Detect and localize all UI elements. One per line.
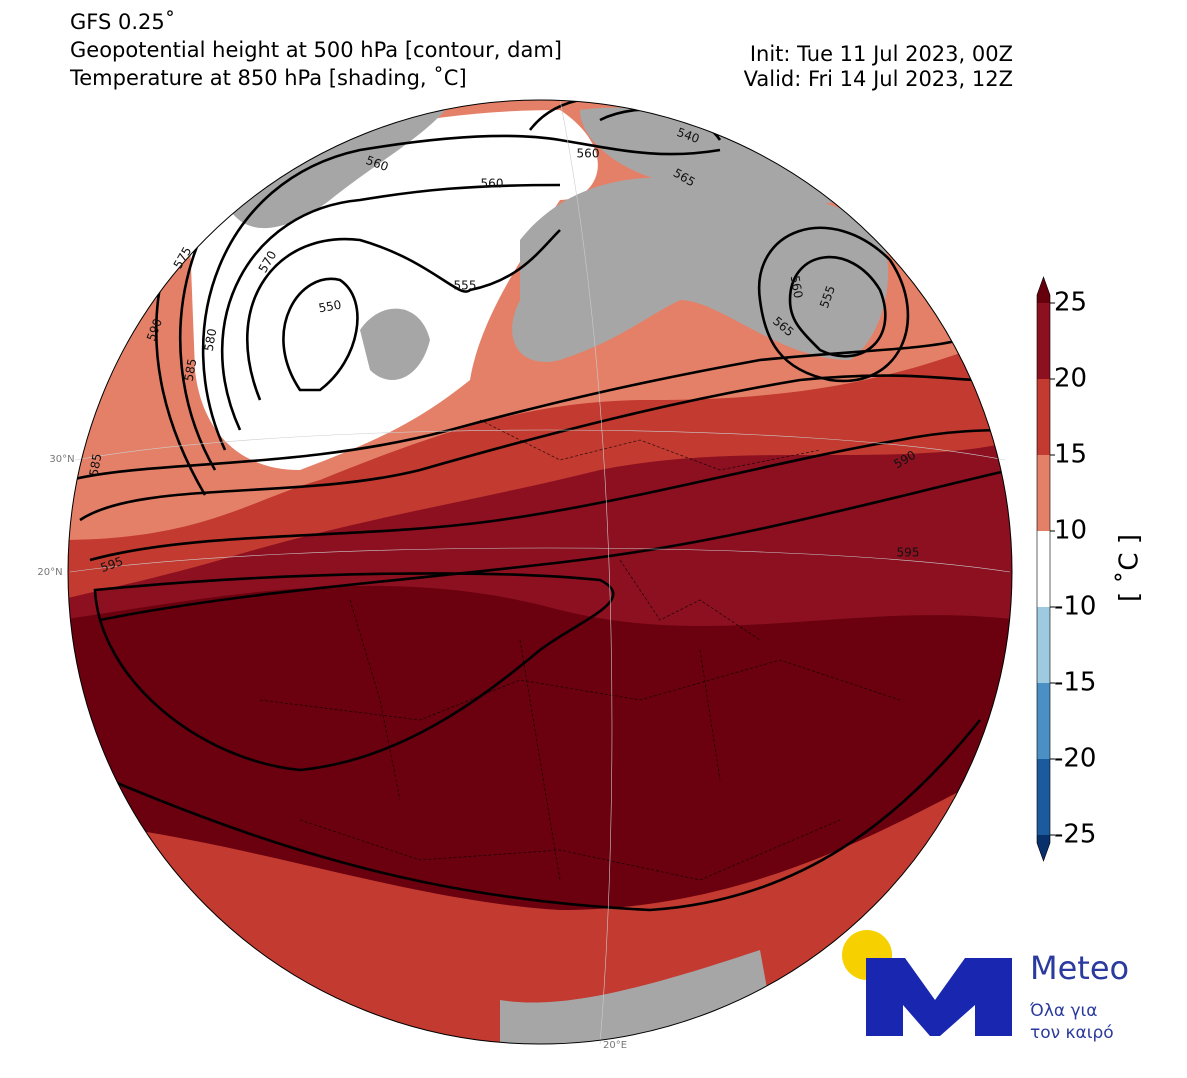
colorbar-extension xyxy=(1037,835,1050,861)
colorbar-extension xyxy=(1037,277,1050,303)
contour-label: 550 xyxy=(317,298,342,316)
contour-label: 560 xyxy=(481,177,504,191)
contours xyxy=(69,100,1011,912)
contour-label: 580 xyxy=(202,327,220,352)
colorbar-tick-label: 25 xyxy=(1054,288,1087,318)
contour-label: 560 xyxy=(788,274,806,299)
contour-title: Geopotential height at 500 hPa [contour,… xyxy=(70,38,562,62)
land xyxy=(580,107,850,204)
logo-name: Meteo xyxy=(1030,949,1129,987)
contour-label: 560 xyxy=(577,147,600,161)
colorbar-segment xyxy=(1037,759,1050,835)
graticule-labels: 30°N 20°N 20°E xyxy=(37,454,627,1051)
globe-outline xyxy=(67,99,1013,1045)
colorbar-tick-label: -20 xyxy=(1054,744,1096,774)
land xyxy=(230,105,450,229)
colorbar-tick-label: 20 xyxy=(1054,364,1087,394)
colorbar-segment xyxy=(1037,379,1050,455)
globe xyxy=(68,100,1012,1044)
colorbar-tick-label: -15 xyxy=(1054,668,1096,698)
colorbar-label: [ ˚C ] xyxy=(1115,534,1145,602)
graticule-label: 30°N xyxy=(49,454,74,465)
contour-label: 595 xyxy=(897,546,920,560)
graticule-label: 20°N xyxy=(37,567,62,578)
logo: Meteo Όλα για τον καιρό xyxy=(842,930,1129,1043)
logo-tagline: τον καιρό xyxy=(1030,1023,1114,1043)
colorbar-tick-label: -10 xyxy=(1054,592,1096,622)
contour-label: 585 xyxy=(87,452,105,477)
colorbar: -25 -20 -15 -10 10 15 20 25 xyxy=(1036,276,1096,862)
borders xyxy=(259,419,901,881)
colorbar-outline xyxy=(1036,276,1051,862)
shading-title: Temperature at 850 hPa [shading, ˚C] xyxy=(69,66,467,90)
colorbar-tick-label: 15 xyxy=(1054,440,1087,470)
graticule xyxy=(69,99,1011,1045)
colorbar-segment xyxy=(1037,683,1050,759)
land xyxy=(360,308,430,380)
colorbar-segment xyxy=(1037,303,1050,379)
logo-tagline: Όλα για xyxy=(1029,1001,1098,1021)
colorbar-segment xyxy=(1037,607,1050,683)
colorbar-tick-label: -25 xyxy=(1054,820,1096,850)
colorbar-segment xyxy=(1037,455,1050,531)
init-time: Init: Tue 11 Jul 2023, 00Z xyxy=(750,42,1013,66)
logo-mark xyxy=(866,958,1012,1036)
colorbar-tick-label: 10 xyxy=(1054,516,1087,546)
colorbar-segment xyxy=(1037,531,1050,607)
contour-label: 555 xyxy=(454,279,477,293)
valid-time: Valid: Fri 14 Jul 2023, 12Z xyxy=(744,67,1013,91)
graticule-label: 20°E xyxy=(603,1040,627,1051)
contour-label: 585 xyxy=(182,357,200,382)
model-title: GFS 0.25˚ xyxy=(70,10,175,34)
